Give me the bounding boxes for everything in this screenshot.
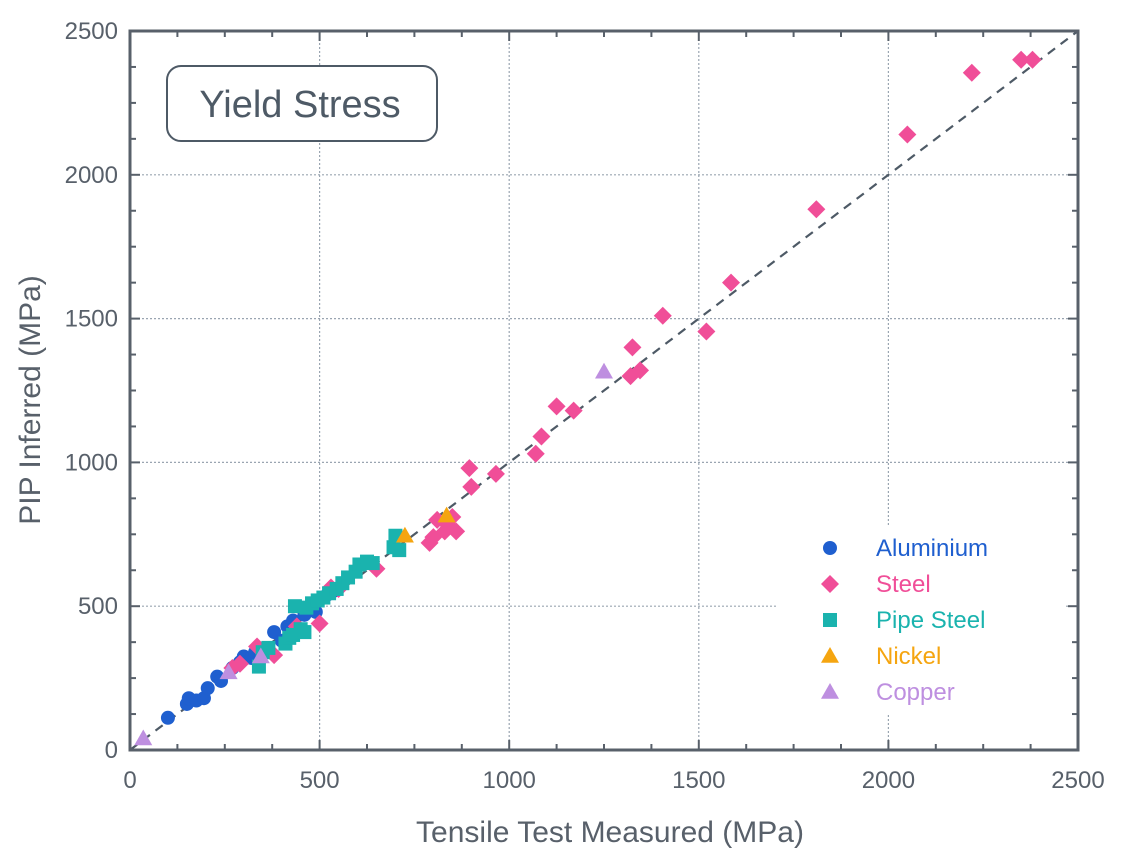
data-point — [310, 614, 329, 633]
data-point — [230, 654, 249, 673]
data-point — [261, 640, 276, 655]
data-point — [287, 599, 302, 614]
data-point — [526, 444, 545, 463]
data-point — [395, 526, 414, 543]
legend-label: Copper — [876, 679, 955, 706]
data-point — [460, 459, 479, 478]
data-point — [486, 464, 505, 483]
data-point — [1023, 50, 1042, 69]
x-tick-label: 2500 — [1051, 767, 1104, 794]
series-copper — [134, 362, 613, 746]
data-point — [697, 322, 716, 341]
legend: Aluminium Steel Pipe Steel Nickel Copper — [778, 525, 1066, 715]
x-tick-labels: 0 500 1000 1500 2000 2500 — [123, 767, 1104, 794]
y-axis-title: PIP Inferred (MPa) — [14, 275, 47, 525]
legend-marker — [823, 613, 837, 627]
data-point — [631, 361, 650, 380]
x-axis-title: Tensile Test Measured (MPa) — [416, 816, 804, 849]
x-tick-label: 1500 — [672, 767, 725, 794]
data-point — [219, 663, 238, 680]
y-tick-label: 500 — [78, 593, 118, 620]
y-tick-label: 2000 — [65, 162, 118, 189]
data-point — [297, 625, 312, 640]
legend-label: Nickel — [876, 643, 941, 670]
title-box: Yield Stress — [166, 65, 438, 142]
data-point — [532, 427, 551, 446]
data-point — [564, 401, 583, 420]
data-point — [1012, 50, 1031, 69]
data-point — [653, 306, 672, 325]
series-pipe-steel — [251, 528, 407, 674]
data-point — [807, 200, 826, 219]
y-tick-label: 2500 — [65, 18, 118, 45]
data-point — [134, 729, 153, 746]
x-tick-label: 2000 — [862, 767, 915, 794]
legend-marker — [821, 683, 839, 699]
data-point — [160, 710, 175, 725]
data-point — [447, 522, 466, 541]
y-tick-label: 1500 — [65, 306, 118, 333]
data-point — [898, 125, 917, 144]
legend-label: Aluminium — [876, 535, 988, 562]
data-point — [365, 556, 380, 571]
x-tick-label: 0 — [123, 767, 136, 794]
data-point — [623, 338, 642, 357]
x-tick-label: 500 — [300, 767, 340, 794]
data-point — [437, 506, 456, 523]
data-point — [722, 273, 741, 292]
y-tick-labels: 0 500 1000 1500 2000 2500 — [65, 18, 118, 764]
data-points — [134, 50, 1042, 746]
data-point — [392, 543, 407, 558]
data-point — [962, 63, 981, 82]
data-point — [462, 477, 481, 496]
plot-frame — [128, 29, 1080, 752]
y-tick-label: 1000 — [65, 449, 118, 476]
title-frame — [166, 65, 438, 142]
chart-title: Yield Stress — [199, 84, 400, 126]
legend-marker — [821, 647, 839, 663]
data-point — [251, 647, 270, 664]
legend-marker — [823, 541, 837, 555]
legend-marker — [821, 575, 839, 593]
data-point — [200, 681, 215, 696]
series-nickel — [395, 506, 456, 543]
legend-label: Steel — [876, 571, 931, 598]
data-point — [595, 362, 613, 379]
data-point — [547, 397, 566, 416]
x-tick-label: 1000 — [483, 767, 536, 794]
legend-label: Pipe Steel — [876, 607, 985, 634]
y-tick-label: 0 — [105, 737, 118, 764]
